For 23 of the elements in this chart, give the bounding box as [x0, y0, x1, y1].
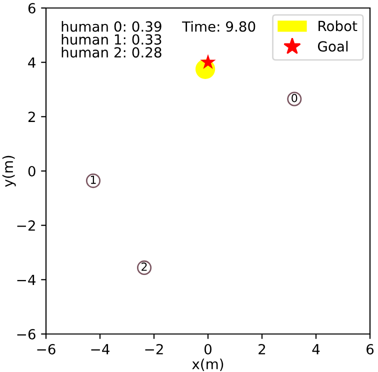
y-tick-label: 0: [28, 166, 36, 176]
x-tick-label: 4: [312, 344, 320, 354]
y-tick-label: −4: [17, 274, 36, 285]
annotation: human 0: 0.39 human 1: 0.33 human 2: 0.28: [62, 21, 162, 58]
y-tick-label: −2: [17, 220, 35, 231]
y-tick-label: −6: [17, 328, 36, 340]
x-tick-label: 0: [204, 344, 212, 354]
annotation: 1: [90, 176, 96, 184]
x-tick-label: −4: [91, 344, 110, 354]
x-tick-label: −2: [145, 344, 163, 354]
annotation: 0: [292, 94, 298, 102]
annotation: 2: [142, 262, 147, 271]
y-tick-label: 4: [28, 57, 36, 68]
x-tick-label: 6: [366, 344, 374, 354]
y-tick-label: 2: [28, 112, 35, 122]
x-tick-label: 2: [258, 344, 266, 354]
legend-label: Robot: [318, 20, 358, 32]
y-axis-title: y(m): [2, 156, 16, 187]
y-tick-label: 6: [28, 2, 36, 14]
x-tick-label: −6: [37, 344, 56, 354]
x-axis-title: x(m): [192, 358, 224, 371]
legend-label: Goal: [318, 40, 348, 52]
annotation: Time: 9.80: [182, 21, 256, 32]
